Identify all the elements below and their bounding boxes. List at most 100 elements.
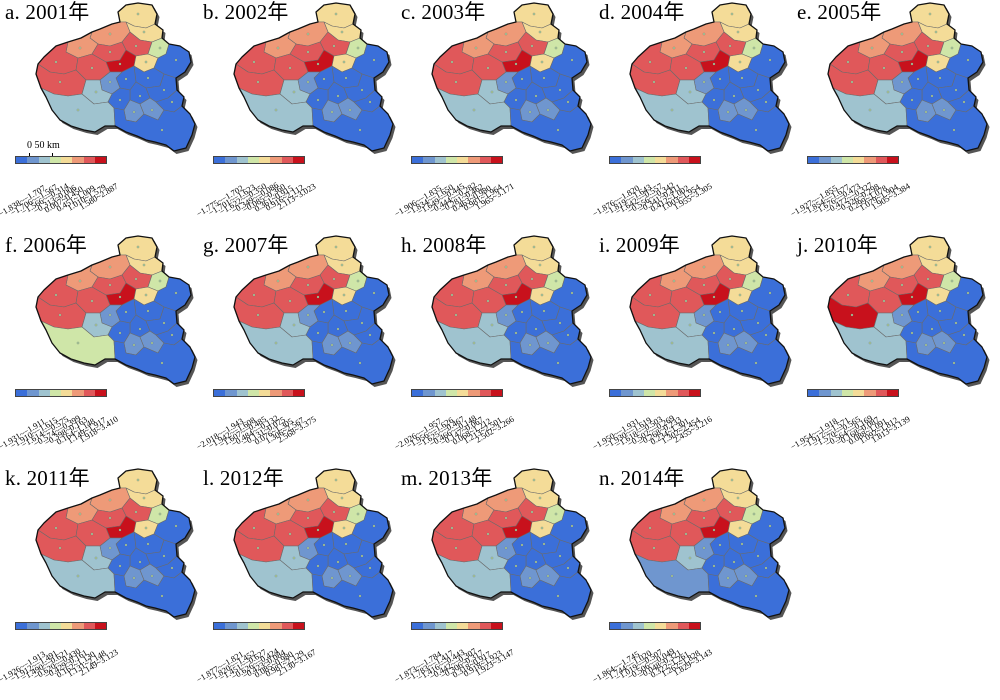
- city-marker: [306, 80, 310, 84]
- map-panel: f. 2006年 −1.931~−1.911 −1.910~−1.615 −1.614…: [0, 233, 198, 461]
- city-marker: [288, 66, 292, 70]
- legend-color-bar: [411, 156, 503, 164]
- city-marker: [356, 46, 360, 50]
- panel-title: f. 2006年: [5, 233, 88, 257]
- legend: −1.906~−1.835 −1.834~−1.650 −1.649~−0.445−…: [392, 156, 581, 226]
- province-map: [233, 235, 396, 387]
- city-marker: [134, 277, 138, 281]
- city-marker: [368, 333, 372, 337]
- city-marker: [740, 542, 744, 546]
- legend-swatch: [225, 623, 237, 629]
- legend-swatch: [94, 623, 106, 629]
- city-marker: [474, 512, 478, 516]
- legend-color-bar: [15, 622, 107, 630]
- city-marker: [316, 331, 320, 335]
- legend-swatch: [83, 157, 95, 163]
- city-marker: [322, 310, 326, 314]
- city-marker: [504, 498, 508, 502]
- legend-swatch: [632, 157, 644, 163]
- city-marker: [882, 299, 886, 303]
- legend: −1.950~−1.931 −1.930~−1.619 −1.618~−0.503−…: [590, 389, 779, 459]
- legend-swatch: [468, 623, 480, 629]
- province-map: [431, 468, 594, 620]
- city-marker: [688, 90, 692, 94]
- city-marker: [764, 100, 768, 104]
- city-marker: [926, 44, 930, 48]
- province-map: [827, 2, 990, 154]
- city-marker: [514, 331, 518, 335]
- city-marker: [276, 46, 280, 50]
- city-marker: [348, 574, 352, 578]
- legend-swatch: [610, 390, 622, 396]
- city-marker: [672, 46, 676, 50]
- city-marker: [162, 554, 166, 558]
- city-marker: [134, 44, 138, 48]
- city-marker: [162, 88, 166, 92]
- city-marker: [934, 263, 938, 267]
- city-marker: [652, 313, 656, 317]
- city-marker: [754, 594, 758, 598]
- city-marker: [336, 94, 340, 98]
- city-marker: [334, 12, 338, 16]
- city-marker: [538, 30, 542, 34]
- city-marker: [358, 128, 362, 132]
- legend-swatch: [490, 623, 502, 629]
- city-marker: [252, 60, 256, 64]
- legend: −1.864~−1.745 −1.744~−1.020 −1.019~−0.507−…: [590, 622, 779, 692]
- city-marker: [504, 546, 508, 550]
- province-map: [233, 468, 396, 620]
- city-marker: [702, 50, 706, 54]
- legend-color-bar: [15, 156, 107, 164]
- city-marker: [118, 62, 122, 66]
- city-marker: [542, 76, 546, 80]
- city-marker: [118, 331, 122, 335]
- city-marker: [924, 343, 928, 347]
- city-marker: [316, 528, 320, 532]
- province-outline: [629, 2, 790, 152]
- city-marker: [652, 546, 656, 550]
- city-marker: [504, 516, 508, 520]
- panel-title: d. 2004年: [599, 0, 685, 24]
- city-marker: [170, 333, 174, 337]
- city-marker: [144, 60, 148, 64]
- city-marker: [532, 12, 536, 16]
- city-marker: [910, 98, 914, 102]
- city-marker: [846, 293, 850, 297]
- city-marker: [534, 560, 538, 564]
- legend-swatch: [214, 623, 226, 629]
- city-marker: [712, 331, 716, 335]
- city-marker: [740, 309, 744, 313]
- legend-swatch: [247, 623, 259, 629]
- province-map: [233, 2, 396, 154]
- city-marker: [306, 546, 310, 550]
- city-marker: [316, 62, 320, 66]
- legend-swatch: [281, 157, 293, 163]
- city-marker: [712, 295, 716, 299]
- legend-labels: −1.838~−1.707 −1.706~−1.567 −1.566~−0.314−…: [0, 165, 185, 225]
- panel-title: a. 2001年: [5, 0, 90, 24]
- city-marker: [306, 265, 310, 269]
- city-marker: [764, 333, 768, 337]
- city-marker: [316, 98, 320, 102]
- city-marker: [542, 542, 546, 546]
- city-marker: [256, 546, 260, 550]
- city-marker: [556, 594, 560, 598]
- province-map: [629, 2, 792, 154]
- city-marker: [738, 293, 742, 297]
- province-outline: [827, 2, 988, 152]
- legend-labels: −1.954~−1.918 −1.917~−1.571 −1.570~−0.565−…: [788, 398, 977, 458]
- legend-labels: −1.775~−1.702 −1.701~−1.623 −1.622~−0.350−…: [194, 165, 383, 225]
- city-marker: [652, 80, 656, 84]
- city-marker: [534, 327, 538, 331]
- city-marker: [78, 512, 82, 516]
- city-marker: [146, 76, 150, 80]
- legend-swatch: [853, 390, 865, 396]
- city-marker: [882, 66, 886, 70]
- legend-swatch: [610, 623, 622, 629]
- legend-swatch: [610, 157, 622, 163]
- city-marker: [162, 321, 166, 325]
- map-panel: e. 2005年 −1.927~−1.855 −1.854~−1.677 −1.676…: [788, 0, 990, 228]
- legend-swatch: [281, 390, 293, 396]
- city-marker: [736, 496, 740, 500]
- city-marker: [754, 361, 758, 365]
